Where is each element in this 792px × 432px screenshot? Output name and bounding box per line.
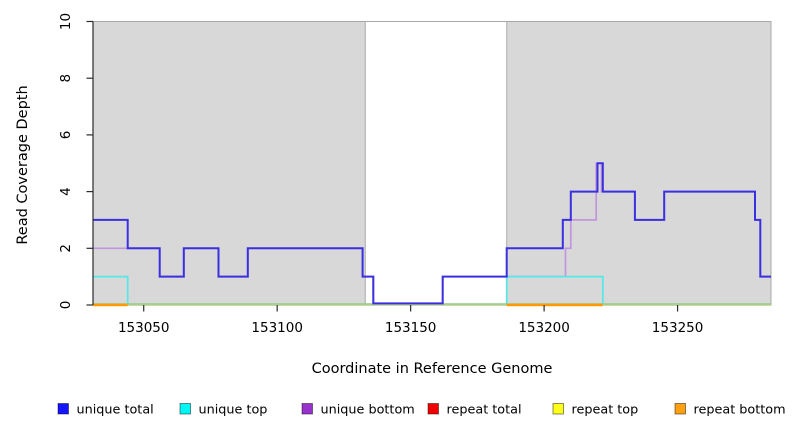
series-line-unique-top	[93, 275, 771, 306]
legend-label: unique total	[77, 403, 154, 418]
chart-legend: unique total unique top unique bottom repea…	[57, 403, 786, 418]
x-tick-label: 153150	[385, 320, 437, 336]
legend-swatch-repeat-total	[427, 403, 439, 415]
y-tick-label: 2	[58, 244, 74, 253]
legend-item-repeat-total: repeat total	[427, 403, 522, 418]
legend-label: unique top	[199, 403, 268, 418]
x-tick-label: 153200	[518, 320, 570, 336]
x-tick-label: 153050	[118, 320, 170, 336]
legend-label: repeat total	[447, 403, 522, 418]
plot-layers: 153050 153100 153150 153200 153250 0 2 4 6 8 10	[58, 13, 772, 336]
legend-item-repeat-top: repeat top	[552, 403, 639, 418]
legend-item-unique-total: unique total	[57, 403, 154, 418]
legend-item-unique-bottom: unique bottom	[301, 403, 415, 418]
legend-swatch-unique-bottom	[301, 403, 313, 415]
y-tick-label: 6	[58, 131, 74, 140]
legend-item-unique-top: unique top	[179, 403, 268, 418]
legend-swatch-repeat-top	[552, 403, 564, 415]
shaded-region	[506, 21, 772, 306]
y-axis-title: Read Coverage Depth	[15, 85, 31, 244]
legend-item-repeat-bottom: repeat bottom	[674, 403, 786, 418]
legend-swatch-unique-top	[179, 403, 191, 415]
legend-swatch-repeat-bottom	[674, 403, 686, 415]
x-tick-label: 153100	[251, 320, 303, 336]
legend-label: repeat top	[572, 403, 639, 418]
y-tick-label: 0	[58, 301, 74, 310]
series-line-unique-total	[93, 162, 771, 305]
y-tick-label: 8	[58, 74, 74, 83]
y-tick-label: 4	[58, 187, 74, 196]
shaded-region	[92, 21, 366, 306]
legend-label: repeat bottom	[694, 403, 786, 418]
legend-label: unique bottom	[321, 403, 415, 418]
legend-swatch-unique-total	[57, 403, 69, 415]
y-tick-label: 10	[58, 13, 74, 30]
x-tick-label: 153250	[652, 320, 704, 336]
x-axis-title: Coordinate in Reference Genome	[312, 361, 553, 377]
